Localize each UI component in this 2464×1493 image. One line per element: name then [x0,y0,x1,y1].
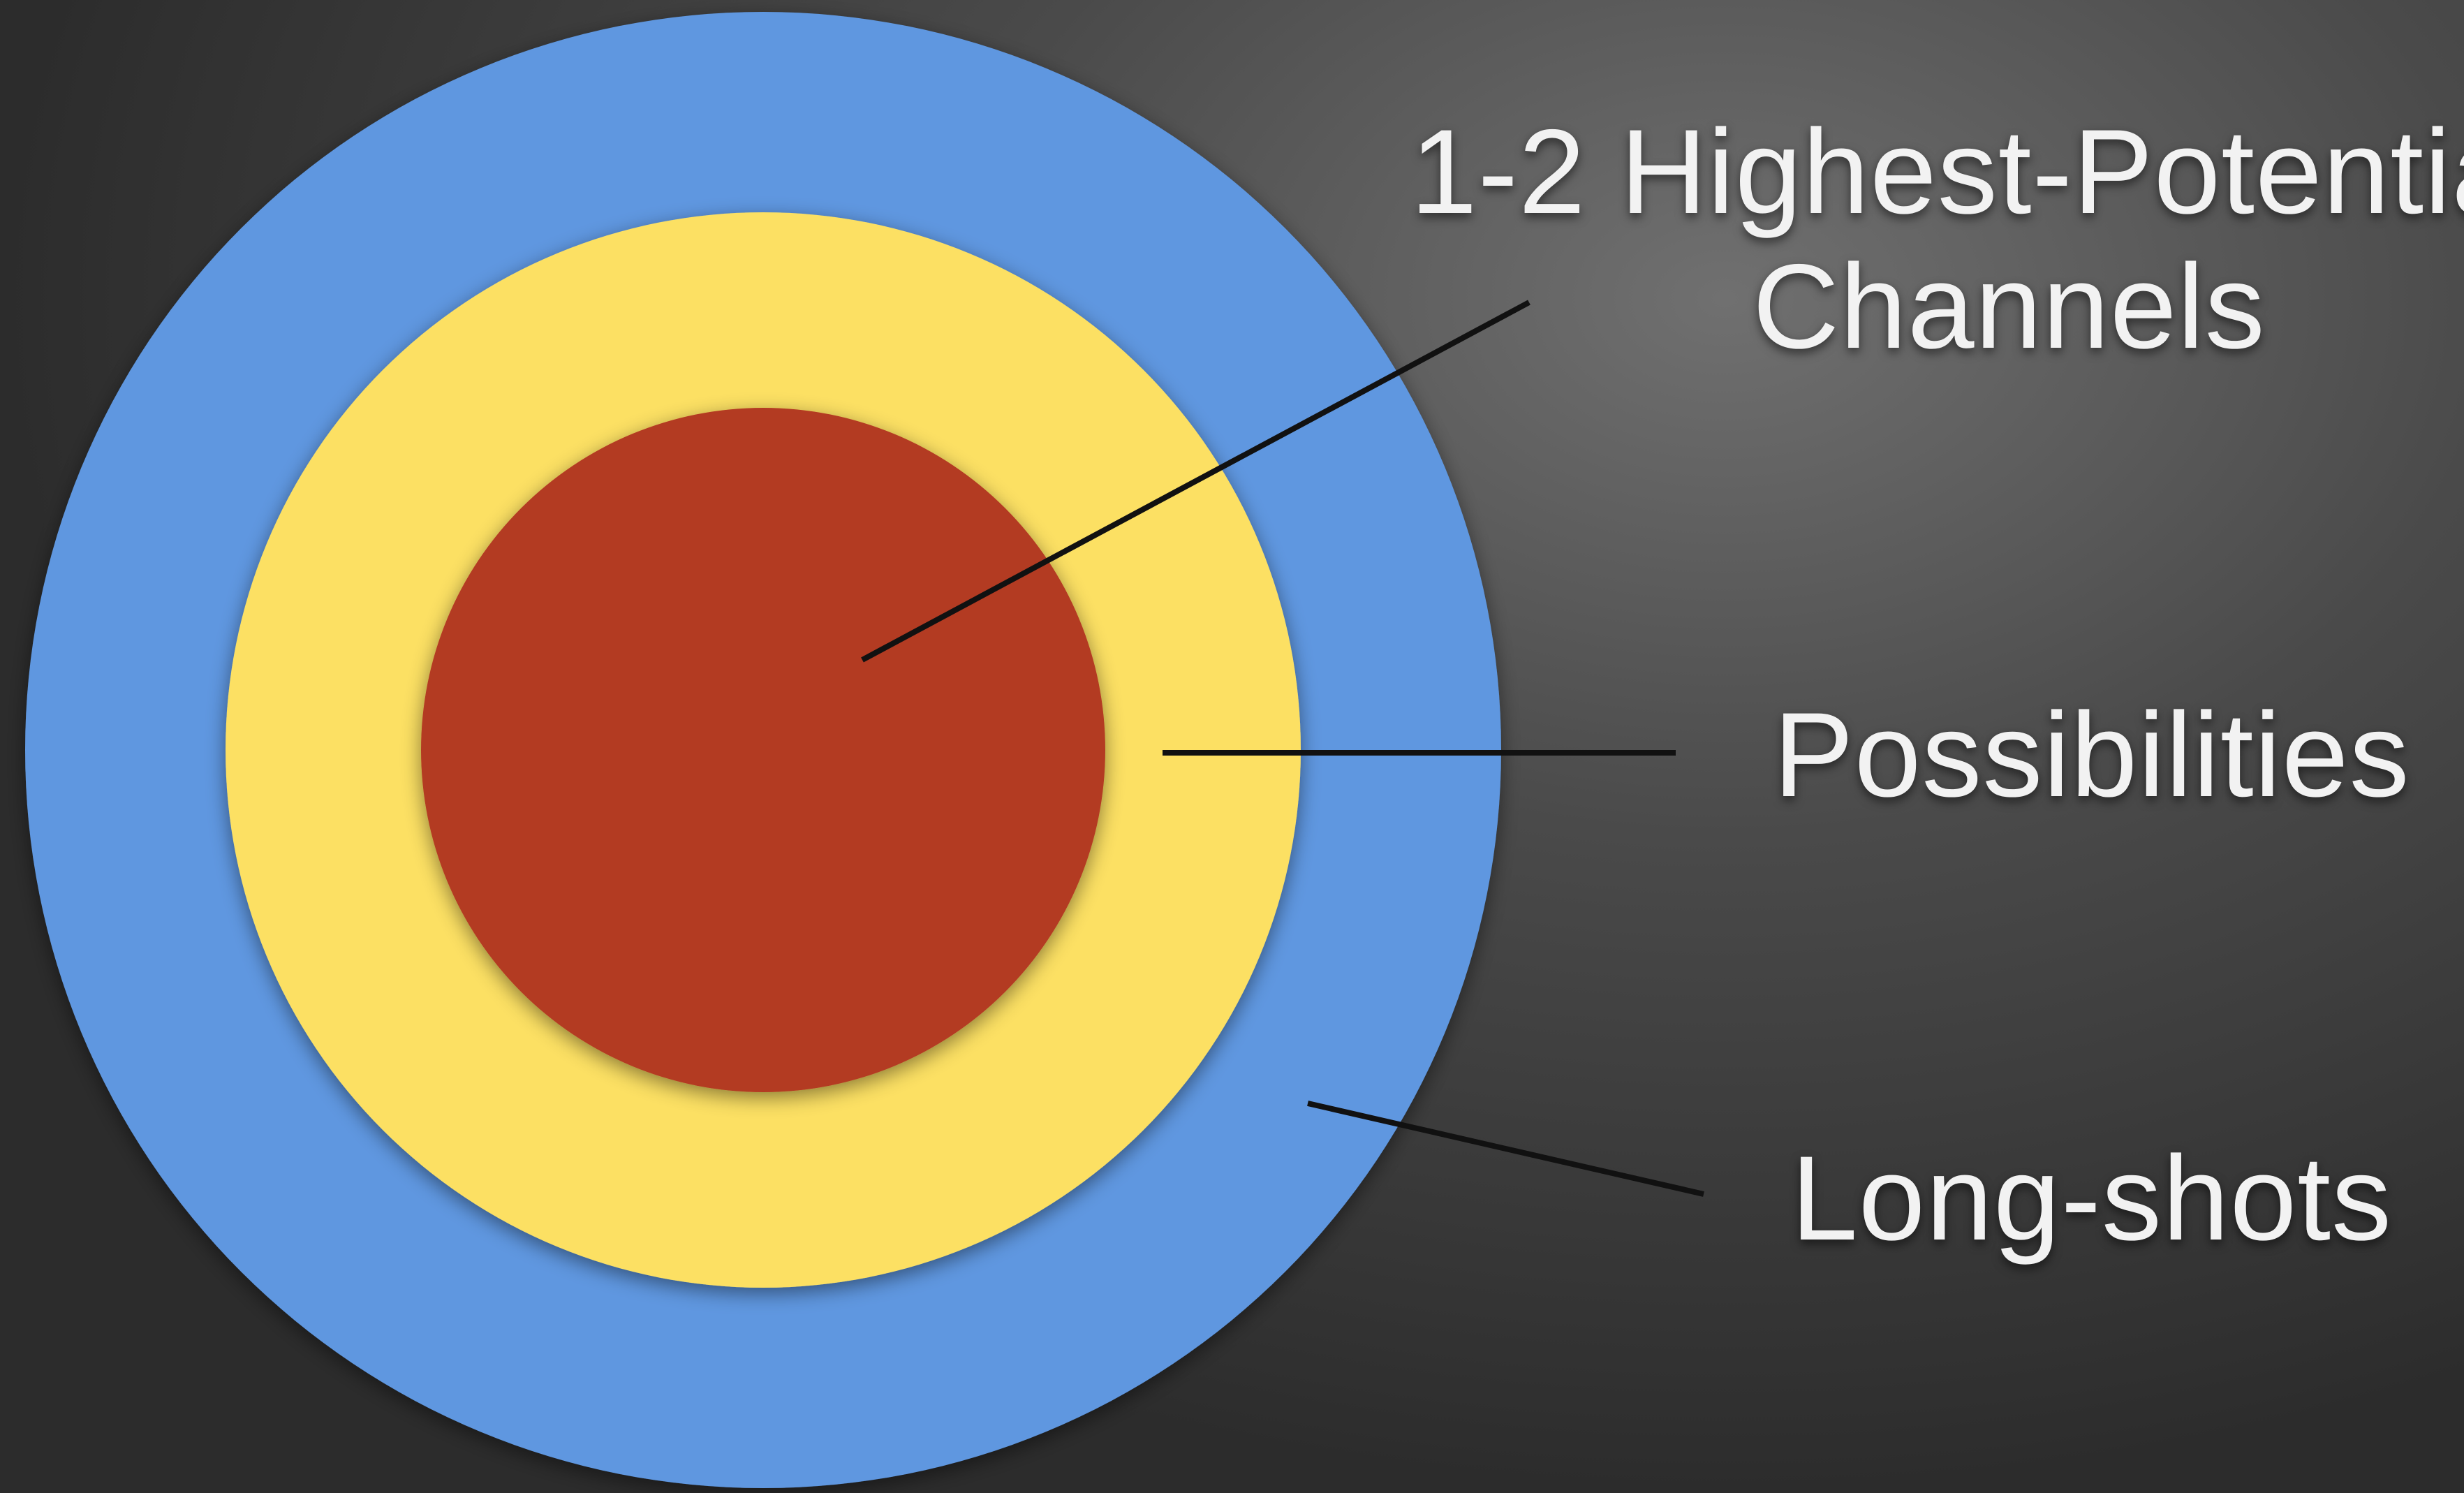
leader-line-outer [1307,1101,1704,1197]
inner-circle [421,408,1105,1092]
label-possibilities: Possibilities [1773,688,2410,822]
label-inner-line2: Channels [1753,239,2266,374]
leader-line-inner [861,300,1530,663]
label-highest-potential-channels: 1-2 Highest-Potential Channels [1410,105,2464,374]
label-long-shots: Long-shots [1791,1131,2393,1265]
label-inner-line1: 1-2 Highest-Potential [1410,105,2464,239]
